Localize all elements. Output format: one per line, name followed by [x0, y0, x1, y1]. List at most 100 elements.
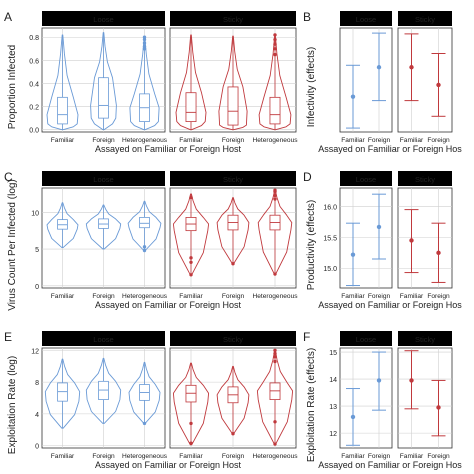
- outlier-point: [273, 272, 277, 276]
- x-tick-label: Foreign: [368, 453, 391, 460]
- y-tick-label: 10: [31, 210, 39, 217]
- panel-letter: D: [303, 170, 312, 184]
- y-tick-label: 0.8: [29, 35, 39, 42]
- facet-sticky: Sticky Familiar Foreign Heterogeneous: [169, 11, 298, 144]
- plot-area: [339, 187, 393, 289]
- y-tick-label: 16.0: [323, 205, 337, 212]
- facet-strip-label: Loose: [356, 15, 376, 24]
- plot-area: [397, 27, 453, 133]
- outlier-point: [231, 262, 235, 266]
- x-tick-label: Familiar: [400, 137, 424, 144]
- outlier-point: [273, 42, 277, 46]
- estimate-point: [350, 94, 356, 99]
- facet-sticky: Sticky Familiar Foreign Heterogeneous: [169, 331, 298, 460]
- facet-strip-label: Loose: [93, 175, 113, 184]
- outlier-point: [273, 47, 277, 51]
- violin-shape: [85, 204, 122, 250]
- panel-letter: A: [4, 10, 12, 24]
- facet-strip: [398, 11, 452, 26]
- x-axis-label: Assayed on Familiar or Foreign Hos: [318, 144, 462, 154]
- facet-strip: [398, 171, 452, 186]
- violin-shape: [85, 357, 122, 424]
- y-tick-label: 0.2: [29, 105, 39, 112]
- outlier-point: [142, 44, 147, 49]
- violin-shape: [44, 358, 81, 429]
- outlier-point: [273, 37, 277, 42]
- facet-strip-label: Sticky: [415, 175, 435, 184]
- outlier-point: [273, 442, 277, 446]
- x-tick-label: Foreign: [222, 137, 245, 144]
- facet-sticky: Sticky Familiar Foreign: [397, 11, 453, 144]
- y-tick-label: 15.5: [323, 235, 337, 242]
- y-axis-label: Productivity (effects): [306, 200, 317, 290]
- x-tick-label: Foreign: [427, 293, 450, 300]
- x-tick-label: Heterogeneous: [122, 453, 168, 460]
- x-tick-label: Familiar: [51, 137, 75, 144]
- panel-letter: B: [303, 10, 311, 24]
- x-tick-label: Familiar: [51, 453, 75, 460]
- facet-strip: [170, 331, 296, 346]
- x-tick-label: Foreign: [368, 137, 391, 144]
- estimate-point: [409, 65, 414, 70]
- y-tick-label: 0.4: [29, 81, 39, 88]
- y-tick-label: 0.6: [29, 58, 39, 65]
- outlier-point: [189, 273, 193, 277]
- x-axis-label: Assayed on Familiar or Foreign Host: [95, 144, 242, 154]
- outlier-point: [142, 245, 147, 249]
- outlier-point: [142, 421, 147, 426]
- outlier-point: [189, 260, 193, 264]
- violin-shape: [175, 34, 207, 131]
- y-axis-label: Infectivity (effects): [306, 47, 317, 127]
- outlier-point: [273, 359, 277, 364]
- x-axis-label: Assayed on Familiar or Foreign Hos: [318, 300, 462, 310]
- facet-sticky: Sticky Familiar Foreign Heterogeneous: [169, 171, 298, 300]
- facet-loose: Loose Familiar Foreign Heterogeneous: [41, 171, 168, 300]
- panel-letter: F: [303, 330, 310, 344]
- facet-strip: [340, 171, 392, 186]
- facet-strip: [340, 11, 392, 26]
- outlier-point: [273, 197, 277, 201]
- plot-area: [397, 187, 453, 289]
- y-tick-label: 15.0: [323, 266, 337, 273]
- facet-strip: [170, 171, 296, 186]
- x-tick-label: Foreign: [427, 137, 450, 144]
- x-tick-label: Familiar: [400, 293, 424, 300]
- estimate-point: [409, 238, 414, 243]
- panel-letter: C: [4, 170, 13, 184]
- y-axis-label: Exploitation Rate (log): [7, 356, 18, 454]
- estimate-point: [376, 224, 382, 230]
- outlier-point: [189, 256, 193, 260]
- outlier-point: [273, 355, 277, 359]
- facet-loose: Loose Familiar Foreign: [339, 11, 393, 144]
- box: [98, 77, 109, 119]
- facet-strip: [398, 331, 452, 346]
- outlier-point: [142, 35, 147, 39]
- y-axis-label: Exploitation Rate (effects): [306, 348, 317, 462]
- box: [269, 96, 281, 125]
- facet-loose: Loose Familiar Foreign Heterogeneous: [41, 11, 168, 144]
- x-axis-label: Assayed on Familiar or Foreign Host: [95, 300, 242, 310]
- y-axis-label: Proportion Infected: [7, 45, 18, 130]
- facet-sticky: Sticky Familiar Foreign: [397, 171, 453, 300]
- y-tick-label: 12: [329, 431, 337, 438]
- y-tick-label: 8: [35, 380, 39, 387]
- estimate-point: [376, 378, 382, 383]
- panel-letter: E: [4, 330, 12, 344]
- x-tick-label: Familiar: [400, 453, 424, 460]
- x-tick-label: Heterogeneous: [122, 137, 168, 144]
- y-tick-label: 15: [329, 350, 337, 357]
- x-tick-label: Heterogeneous: [122, 293, 168, 300]
- outlier-point: [273, 348, 277, 353]
- y-tick-label: 0.0: [29, 128, 39, 135]
- facet-strip: [42, 11, 165, 26]
- outlier-point: [189, 441, 193, 445]
- estimate-point: [376, 65, 382, 70]
- y-tick-label: 4: [35, 412, 39, 419]
- facet-strip: [42, 171, 165, 186]
- outlier-point: [273, 351, 277, 356]
- outlier-point: [231, 432, 235, 436]
- x-axis-label: Assayed on Familiar or Foreign Hos: [318, 460, 462, 470]
